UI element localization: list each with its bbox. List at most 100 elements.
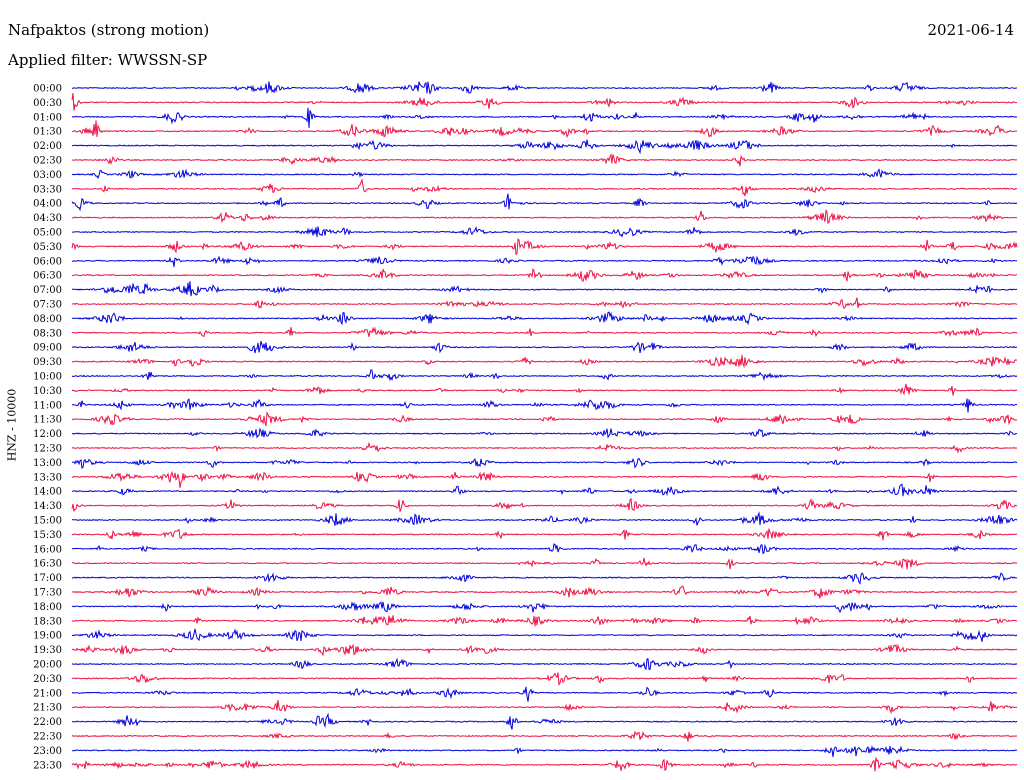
row-tick-label: 21:00 bbox=[33, 688, 62, 699]
seismic-trace-row bbox=[71, 497, 1018, 513]
row-tick-label: 04:30 bbox=[33, 213, 62, 224]
row-tick-label: 06:30 bbox=[33, 271, 62, 282]
row-tick-label: 14:00 bbox=[33, 487, 62, 498]
seismic-trace-row bbox=[71, 168, 1018, 180]
row-tick-label: 16:00 bbox=[33, 544, 62, 555]
row-tick-label: 00:00 bbox=[33, 84, 62, 95]
seismic-trace-row bbox=[71, 628, 1018, 642]
seismic-trace-row bbox=[71, 585, 1018, 599]
row-tick-labels: 00:00 00:30 01:00 01:30 02:00 02:30 03:00 03:30… bbox=[33, 84, 62, 772]
row-tick-label: 21:30 bbox=[33, 703, 62, 714]
row-tick-label: 10:00 bbox=[33, 372, 62, 383]
row-tick-label: 00:30 bbox=[33, 98, 62, 109]
row-tick-label: 19:30 bbox=[33, 645, 62, 656]
seismic-trace-row bbox=[71, 657, 1018, 671]
row-tick-label: 23:30 bbox=[33, 760, 62, 771]
seismic-trace-row bbox=[71, 153, 1018, 167]
row-tick-label: 11:00 bbox=[33, 400, 62, 411]
seismic-trace-row bbox=[71, 178, 1018, 197]
row-tick-label: 07:00 bbox=[33, 285, 62, 296]
row-tick-label: 20:30 bbox=[33, 674, 62, 685]
seismic-trace-row bbox=[71, 672, 1018, 686]
seismic-trace-row bbox=[71, 457, 1018, 469]
seismic-trace-row bbox=[71, 267, 1017, 283]
row-tick-label: 18:00 bbox=[33, 602, 62, 613]
row-tick-label: 14:30 bbox=[33, 501, 62, 512]
row-tick-label: 15:30 bbox=[33, 530, 62, 541]
row-tick-label: 20:00 bbox=[33, 660, 62, 671]
seismic-trace-row bbox=[71, 326, 1018, 338]
filter-label: Applied filter: WWSSN-SP bbox=[8, 51, 208, 69]
row-tick-label: 16:30 bbox=[33, 559, 62, 570]
row-tick-label: 04:00 bbox=[33, 199, 62, 210]
seismic-trace-row bbox=[71, 686, 1018, 702]
row-tick-label: 22:00 bbox=[33, 717, 62, 728]
row-tick-label: 03:30 bbox=[33, 184, 62, 195]
seismic-trace-row bbox=[71, 383, 1018, 396]
seismic-trace-row bbox=[71, 528, 1018, 541]
seismic-trace-row bbox=[71, 483, 1018, 497]
seismic-trace-row bbox=[72, 730, 1018, 742]
row-tick-label: 22:30 bbox=[33, 732, 62, 743]
seismic-trace-row bbox=[71, 470, 1018, 488]
seismic-traces bbox=[71, 81, 1018, 772]
row-tick-label: 01:00 bbox=[33, 112, 62, 123]
row-tick-label: 09:30 bbox=[33, 357, 62, 368]
seismic-trace-row bbox=[72, 601, 1018, 614]
row-tick-label: 06:00 bbox=[33, 256, 62, 267]
seismic-trace-row bbox=[72, 281, 1018, 297]
seismic-trace-row bbox=[71, 193, 1018, 212]
seismic-trace-row bbox=[71, 369, 1018, 382]
seismic-trace-row bbox=[71, 226, 1018, 238]
seismic-trace-row bbox=[71, 354, 1018, 369]
seismic-trace-row bbox=[71, 543, 1018, 555]
seismic-trace-row bbox=[71, 441, 1018, 454]
seismic-trace-row bbox=[71, 120, 1018, 139]
seismic-trace-row bbox=[71, 107, 1018, 129]
row-tick-label: 02:00 bbox=[33, 141, 62, 152]
date-label: 2021-06-14 bbox=[927, 21, 1014, 39]
seismic-trace-row bbox=[71, 139, 1017, 155]
row-tick-label: 03:00 bbox=[33, 170, 62, 181]
seismic-trace-row bbox=[71, 615, 1018, 627]
row-tick-label: 13:00 bbox=[33, 458, 62, 469]
row-tick-label: 17:30 bbox=[33, 588, 62, 599]
station-title: Nafpaktos (strong motion) bbox=[8, 21, 210, 39]
row-tick-label: 09:00 bbox=[33, 343, 62, 354]
seismic-trace-row bbox=[71, 757, 1018, 772]
seismic-trace-row bbox=[71, 411, 1018, 427]
row-tick-label: 19:00 bbox=[33, 631, 62, 642]
row-tick-label: 10:30 bbox=[33, 386, 62, 397]
seismic-trace-row bbox=[71, 255, 1018, 267]
row-tick-label: 08:00 bbox=[33, 314, 62, 325]
row-tick-label: 15:00 bbox=[33, 516, 62, 527]
seismic-trace-row bbox=[71, 297, 1018, 310]
seismic-trace-row bbox=[71, 398, 1018, 413]
seismic-trace-row bbox=[71, 208, 1017, 224]
row-tick-label: 12:30 bbox=[33, 444, 62, 455]
seismic-trace-row bbox=[71, 81, 1017, 95]
seismic-trace-row bbox=[71, 93, 1018, 111]
row-tick-label: 18:30 bbox=[33, 616, 62, 627]
row-tick-label: 17:00 bbox=[33, 573, 62, 584]
row-tick-label: 05:30 bbox=[33, 242, 62, 253]
row-tick-label: 08:30 bbox=[33, 328, 62, 339]
row-tick-label: 12:00 bbox=[33, 429, 62, 440]
seismic-trace-row bbox=[71, 511, 1018, 526]
seismic-trace-row bbox=[71, 557, 1018, 570]
seismic-trace-row bbox=[71, 340, 1018, 354]
row-tick-label: 07:30 bbox=[33, 300, 62, 311]
row-tick-label: 05:00 bbox=[33, 228, 62, 239]
seismic-trace-row bbox=[72, 745, 1018, 757]
row-tick-label: 11:30 bbox=[33, 415, 62, 426]
seismic-trace-row bbox=[71, 712, 1018, 730]
row-tick-label: 23:00 bbox=[33, 746, 62, 757]
row-tick-label: 13:30 bbox=[33, 472, 62, 483]
seismic-trace-row bbox=[71, 643, 1018, 657]
seismic-trace-row bbox=[71, 572, 1018, 585]
seismic-trace-row bbox=[71, 427, 1018, 439]
seismic-trace-row bbox=[71, 311, 1018, 326]
seismic-trace-row bbox=[71, 238, 1018, 256]
seismic-trace-row bbox=[71, 700, 1018, 715]
row-tick-label: 02:30 bbox=[33, 156, 62, 167]
